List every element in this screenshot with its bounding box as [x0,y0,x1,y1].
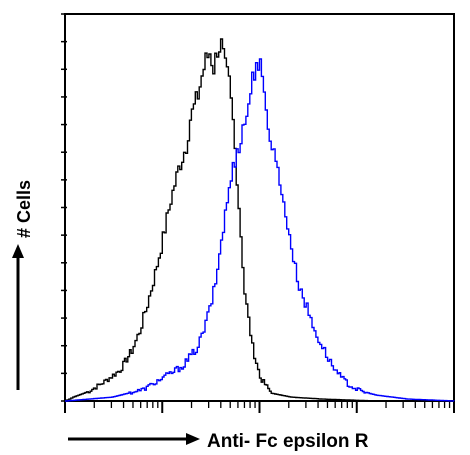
y-axis-label: # Cells [14,180,34,238]
histogram-series-1 [65,38,454,402]
y-axis-ticks [61,13,67,402]
x-axis-label: Anti- Fc epsilon R [207,431,369,452]
series-layer [65,38,455,402]
x-axis-arrow-head [186,433,200,445]
x-axis-ticks [64,401,455,413]
histogram-series-2 [65,58,455,402]
plot-frame [64,13,455,402]
y-axis-arrow-head [12,244,24,258]
